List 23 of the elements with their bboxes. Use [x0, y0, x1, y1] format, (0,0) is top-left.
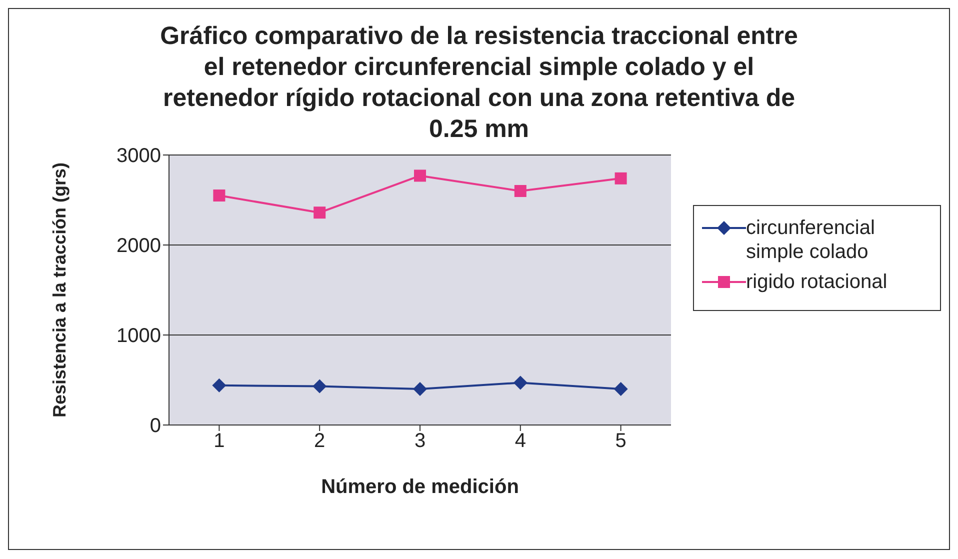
point: [314, 206, 326, 219]
x-tick-label: 3: [414, 430, 426, 452]
point: [614, 172, 627, 184]
x-tick-label: 1: [214, 430, 225, 452]
chart-title: Gráfico comparativo de la resistencia traccional entre el retenedor circunferencial simple colado y el retenedor rígido rotacional con una zona retentiva de 0.25 mm: [159, 21, 799, 145]
point: [312, 379, 327, 394]
point: [413, 382, 427, 396]
y-axis-title: Resistencia a la tracción (grs): [49, 162, 70, 418]
point: [614, 382, 628, 396]
x-tick-label: 5: [615, 430, 626, 452]
point: [212, 378, 226, 392]
x-tick-label: 2: [314, 430, 326, 452]
point: [213, 190, 226, 202]
y-tick-label: 1000: [116, 325, 161, 348]
point: [514, 185, 526, 197]
point: [513, 376, 528, 390]
legend-label: rigido rotacional: [746, 270, 888, 294]
y-tick-label: 0: [150, 415, 161, 438]
y-tick-label: 2000: [116, 235, 161, 258]
point: [414, 170, 426, 182]
x-tick-label: 4: [514, 430, 526, 452]
x-axis-title: Número de medición: [321, 476, 519, 498]
y-tick-label: 3000: [116, 145, 161, 168]
